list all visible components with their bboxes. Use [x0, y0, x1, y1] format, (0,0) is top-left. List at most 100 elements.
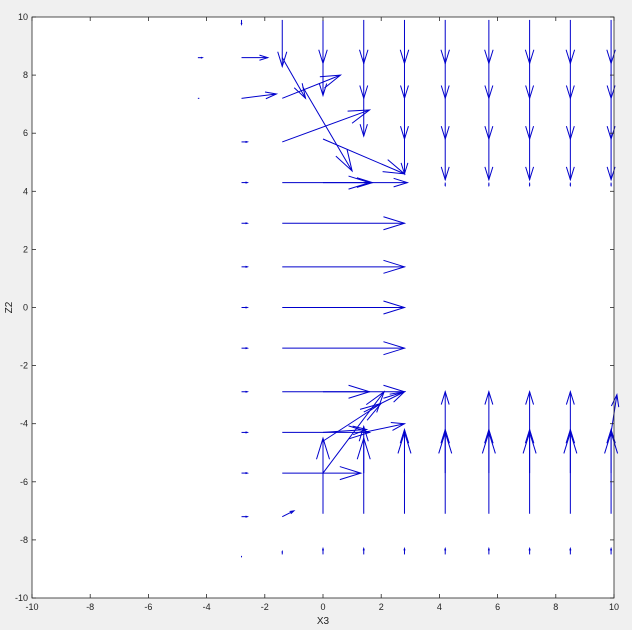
quiver-arrow: [241, 91, 279, 100]
quiver-arrow: [610, 546, 613, 555]
quiver-arrow: [487, 546, 490, 555]
quiver-arrow: [525, 139, 535, 182]
quiver-arrow: [403, 546, 406, 555]
arrow-head: [245, 390, 250, 393]
quiver-arrow: [565, 139, 575, 182]
quiver-arrow: [241, 140, 250, 143]
x-tick-label: -6: [144, 602, 152, 612]
arrow-head: [440, 166, 450, 182]
x-tick-label: 10: [609, 602, 619, 612]
quiver-arrow: [241, 181, 250, 184]
arrow-head: [318, 83, 328, 98]
quiver-arrow: [316, 436, 330, 514]
quiver-arrow: [241, 431, 250, 434]
arrow-shaft: [322, 402, 382, 442]
x-tick-label: -10: [25, 602, 38, 612]
arrow-shaft: [322, 429, 367, 433]
arrow-head: [403, 546, 406, 551]
quiver-arrow: [363, 177, 410, 188]
arrow-head: [383, 300, 407, 315]
arrow-head: [569, 184, 572, 188]
quiver-arrow: [363, 390, 406, 413]
quiver-arrow: [241, 306, 250, 309]
x-tick-label: -4: [203, 602, 211, 612]
arrow-head: [393, 177, 410, 188]
quiver-arrow: [484, 139, 494, 182]
arrow-head: [565, 166, 575, 182]
quiver-arrow: [241, 265, 250, 268]
arrows-layer: [197, 19, 620, 558]
x-tick-label: 4: [437, 602, 442, 612]
y-tick-label: 2: [23, 244, 28, 254]
arrow-head: [365, 390, 386, 413]
quiver-arrow: [241, 515, 250, 518]
arrow-head: [245, 431, 250, 434]
arrow-head: [321, 546, 325, 551]
arrow-head: [316, 436, 330, 460]
arrow-shaft: [241, 93, 277, 99]
y-tick-label: 8: [23, 70, 28, 80]
arrow-head: [359, 124, 368, 138]
arrow-head: [245, 306, 250, 309]
arrow-head: [245, 140, 250, 143]
arrow-head: [565, 390, 575, 405]
quiver-arrow: [197, 56, 204, 59]
arrow-head: [484, 166, 494, 182]
arrow-head: [358, 424, 369, 442]
quiver-arrow: [282, 510, 296, 518]
arrow-head: [264, 91, 279, 100]
quiver-arrow: [241, 54, 270, 61]
quiver-arrow: [282, 74, 343, 99]
quiver-arrow: [363, 421, 407, 433]
arrow-head: [259, 54, 270, 61]
y-tick-label: 10: [18, 12, 28, 22]
arrow-head: [383, 216, 407, 231]
arrow-head: [362, 546, 365, 551]
arrow-shaft: [363, 391, 405, 413]
x-tick-label: -2: [261, 602, 269, 612]
arrow-head: [488, 184, 490, 188]
arrow-head: [610, 546, 613, 551]
arrow-head: [200, 56, 204, 59]
arrow-head: [335, 149, 353, 173]
quiver-arrow: [282, 466, 363, 481]
quiver-arrow: [569, 182, 572, 188]
quiver-arrow: [321, 546, 325, 555]
quiver-arrow: [444, 546, 447, 555]
quiver-arrow: [440, 139, 450, 182]
quiver-arrow: [528, 546, 531, 555]
y-tick-label: -10: [15, 593, 28, 603]
arrow-head: [484, 390, 494, 405]
arrow-head: [390, 421, 407, 431]
y-axis-label: Z2: [4, 301, 15, 313]
quiver-arrow: [322, 390, 386, 474]
quiver-arrow: [565, 390, 575, 433]
quiver-arrow: [241, 390, 250, 393]
quiver-arrow: [528, 182, 531, 188]
quiver-arrow: [282, 341, 407, 356]
arrow-shaft: [363, 423, 405, 433]
quiver-arrow: [444, 182, 446, 188]
arrow-head: [383, 259, 407, 274]
y-tick-label: 6: [23, 128, 28, 138]
quiver-arrow: [400, 139, 409, 176]
arrow-head: [525, 166, 535, 182]
quiver-arrow: [525, 390, 535, 433]
arrow-head: [440, 390, 450, 405]
arrow-head: [319, 74, 343, 89]
x-tick-label: -8: [86, 602, 94, 612]
quiver-arrow: [281, 549, 284, 555]
quiver-arrow: [359, 98, 368, 138]
quiver-arrow: [282, 259, 407, 274]
arrow-head: [389, 390, 406, 403]
arrow-shaft: [282, 510, 295, 518]
y-tick-label: -8: [20, 535, 28, 545]
quiver-arrow: [358, 424, 369, 474]
arrow-head: [347, 109, 372, 124]
arrow-shaft: [322, 391, 385, 474]
arrow-shaft: [302, 86, 353, 172]
arrow-head: [610, 184, 612, 188]
arrow-head: [245, 515, 250, 518]
